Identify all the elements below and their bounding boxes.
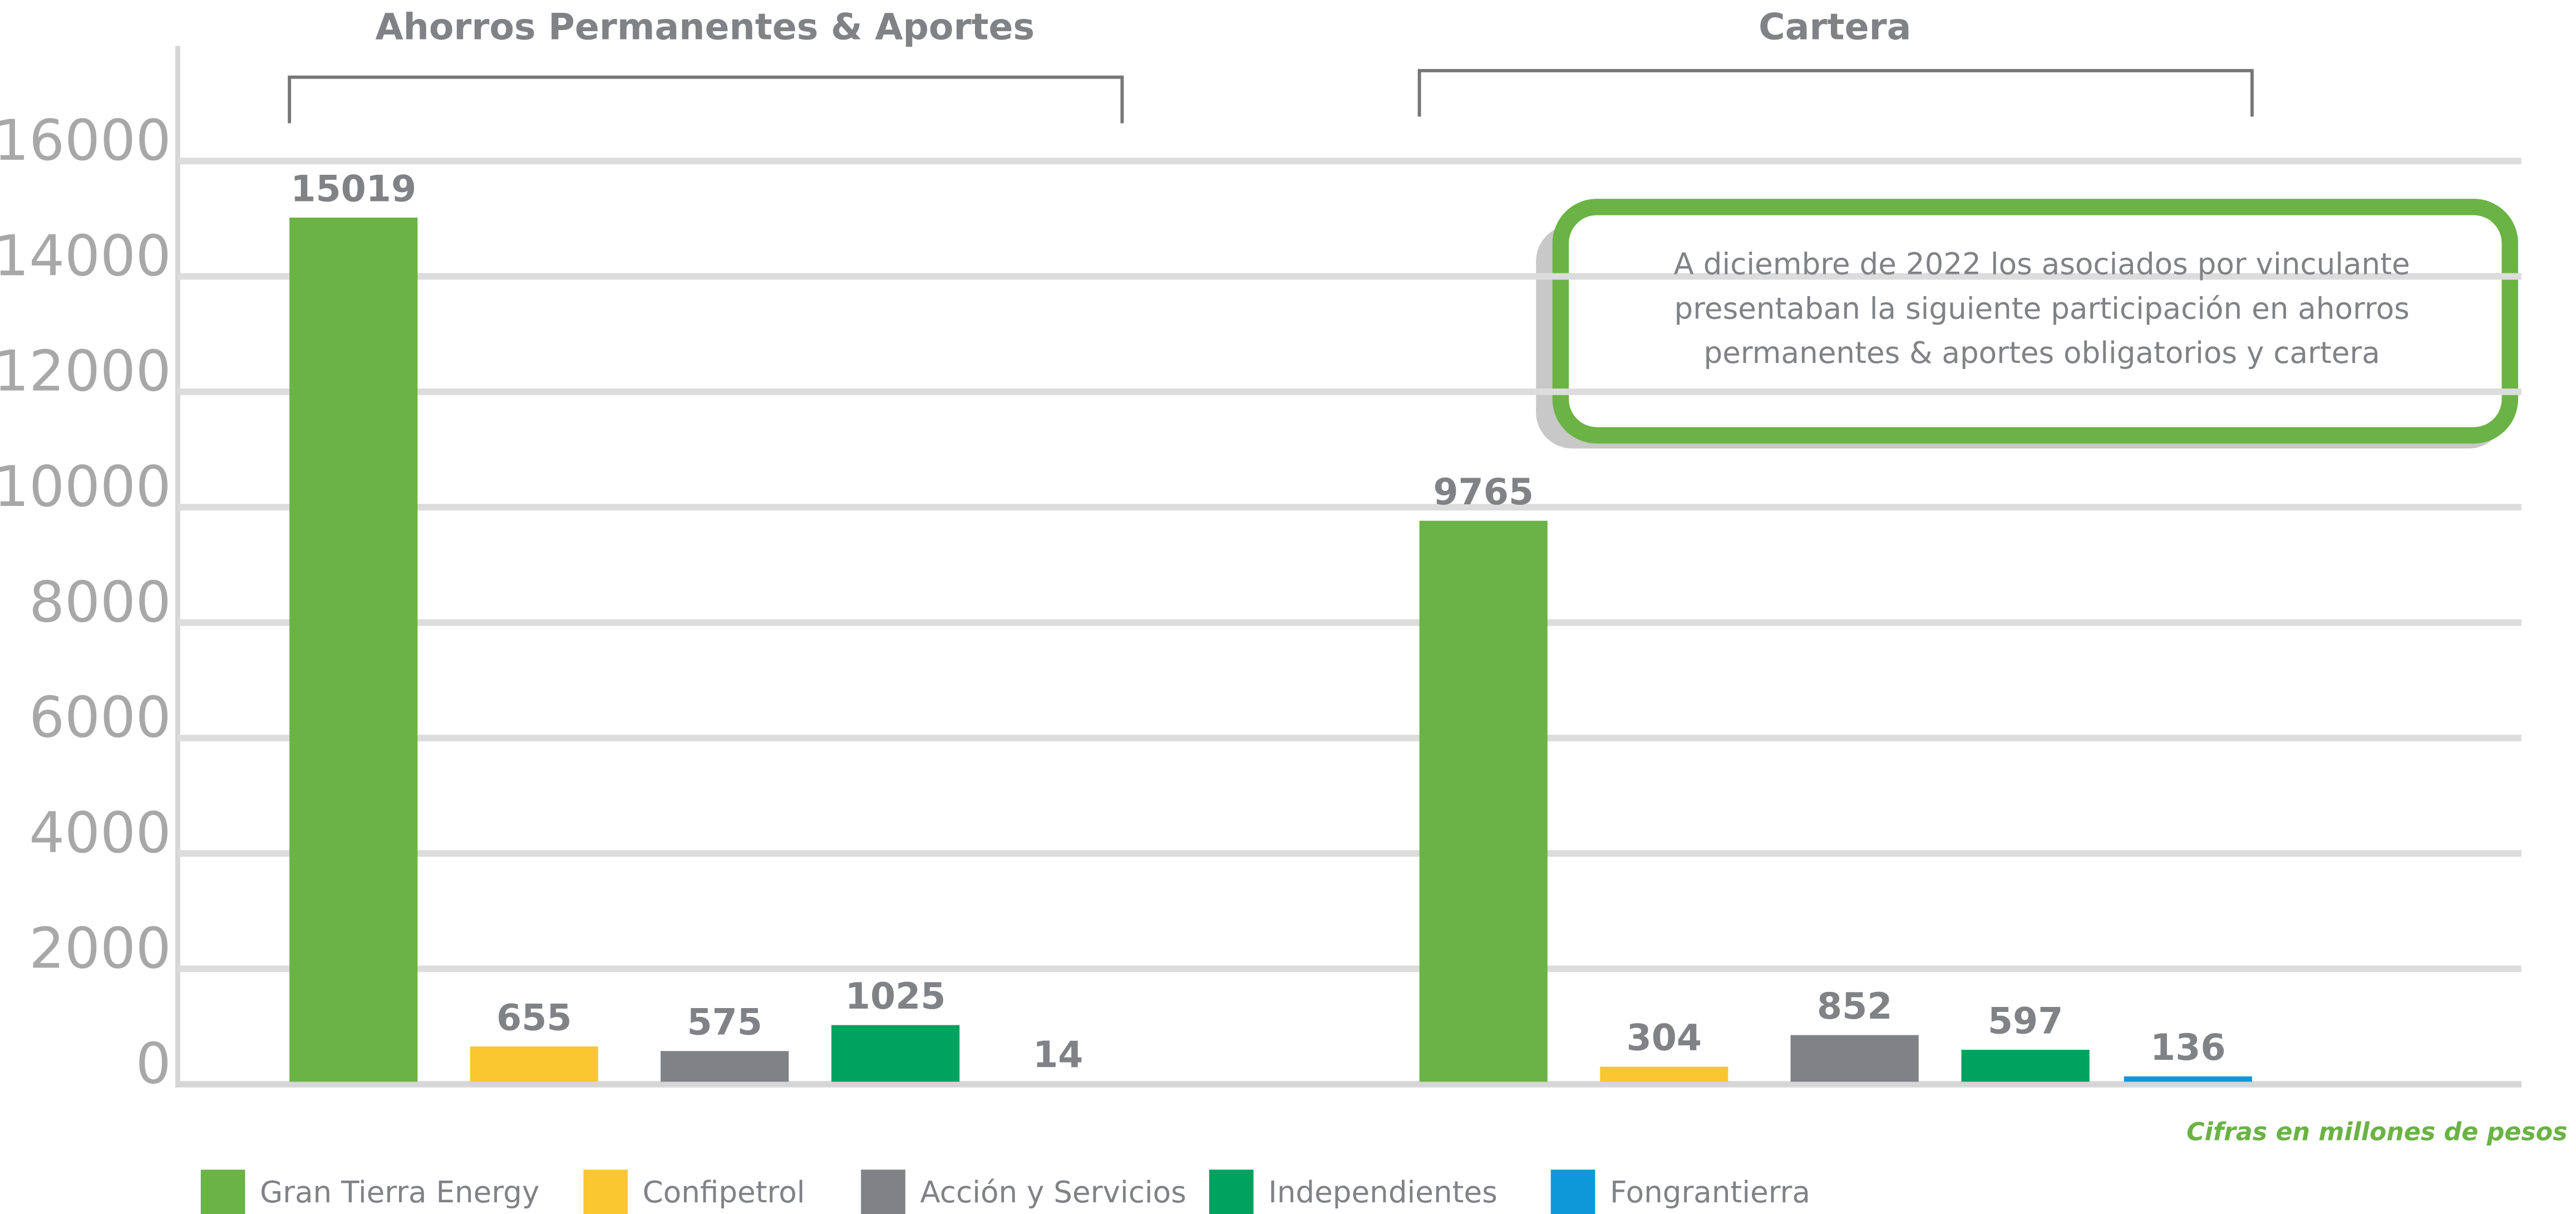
y-tick-label: 6000	[29, 685, 171, 750]
value-label: 575	[687, 1002, 762, 1044]
bar	[831, 1025, 960, 1084]
bar	[1600, 1066, 1728, 1084]
legend-swatch	[200, 1169, 245, 1214]
bar	[289, 217, 418, 1084]
legend-label: Gran Tierra Energy	[260, 1175, 539, 1210]
y-tick-label: 14000	[0, 223, 171, 288]
legend-swatch	[1209, 1169, 1254, 1214]
annotation-text: permanentes & aportes obligatorios y car…	[1704, 336, 2380, 370]
value-label: 852	[1817, 986, 1893, 1028]
y-tick-label: 10000	[0, 454, 171, 519]
bar	[1790, 1035, 1919, 1084]
legend-label: Fongrantierra	[1610, 1175, 1810, 1210]
y-tick-label: 12000	[0, 339, 171, 404]
y-tick-label: 2000	[29, 916, 171, 981]
value-label: 597	[1988, 1000, 2063, 1042]
y-tick-label: 16000	[0, 108, 171, 173]
group-title: Ahorros Permanentes & Aportes	[375, 7, 1035, 48]
bar	[470, 1046, 598, 1084]
value-label: 304	[1627, 1018, 1702, 1059]
value-label: 15019	[290, 168, 416, 210]
legend-swatch	[861, 1169, 905, 1214]
group-bracket	[1417, 68, 2254, 117]
value-label: 9765	[1433, 471, 1534, 513]
value-label: 14	[1033, 1034, 1083, 1076]
value-label: 655	[496, 997, 572, 1039]
bar	[1961, 1049, 2090, 1084]
annotation-text: presentaban la siguiente participación e…	[1674, 291, 2410, 326]
y-tick-label: 0	[136, 1031, 171, 1097]
y-tick-label: 4000	[29, 800, 171, 866]
legend-swatch	[583, 1169, 628, 1214]
legend-label: Independientes	[1268, 1175, 1498, 1210]
group-bracket	[288, 75, 1124, 124]
legend-label: Acción y Servicios	[920, 1175, 1186, 1210]
group-title: Cartera	[1759, 7, 1911, 48]
bar	[1419, 520, 1548, 1084]
value-label: 1025	[845, 976, 946, 1018]
y-tick-label: 8000	[29, 569, 171, 635]
footnote: Cifras en millones de pesos	[2186, 1118, 2567, 1146]
bar	[661, 1051, 789, 1084]
legend-swatch	[1550, 1169, 1595, 1214]
legend-label: Confipetrol	[643, 1175, 805, 1210]
annotation-box	[1552, 199, 2519, 444]
annotation-text: A diciembre de 2022 los asociados por vi…	[1674, 247, 2410, 282]
value-label: 136	[2150, 1027, 2226, 1069]
